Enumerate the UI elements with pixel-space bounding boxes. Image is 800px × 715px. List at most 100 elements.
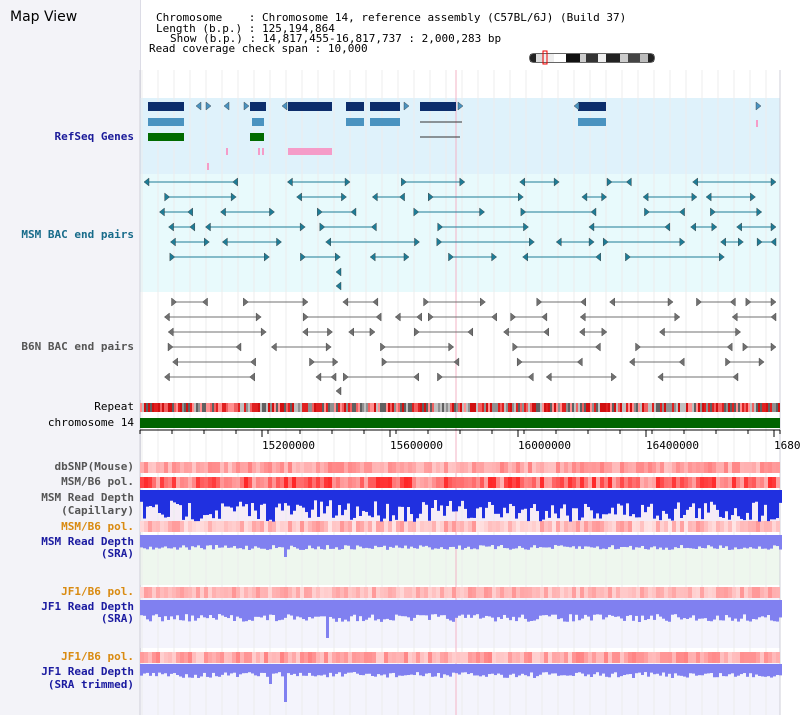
jf1-b6-pol-2-heat-cell	[520, 652, 524, 663]
track-label-msm-b6-pol[interactable]: MSM/B6 pol.	[61, 475, 134, 488]
chromosome-ideogram-icon[interactable]	[529, 50, 655, 65]
msm-depth-cap-bar	[140, 490, 143, 502]
msm-depth-cap-bar	[524, 490, 527, 509]
track-label-msm-b6-pol-2[interactable]: MSM/B6 pol.	[61, 520, 134, 533]
msm-b6-pol-2-heat-cell	[248, 521, 252, 532]
track-label-jf1-read-depth-trimmed[interactable]: JF1 Read Depth	[41, 665, 134, 678]
msm-depth-sra-bar	[356, 535, 359, 546]
track-label-refseq[interactable]: RefSeq Genes	[54, 130, 134, 143]
repeat-segment	[152, 403, 154, 412]
repeat-segment	[196, 403, 198, 412]
jf1-b6-pol-2-heat-cell	[380, 652, 384, 663]
msm-depth-cap-bar	[569, 490, 572, 522]
msm-bac-pair-end	[756, 237, 763, 247]
dbsnp-heat-cell	[476, 462, 480, 473]
msm-b6-pol-2-heat-cell	[144, 521, 148, 532]
jf1-b6-pol-heat-cell	[588, 587, 592, 598]
msm-bac-pair-end	[606, 177, 613, 187]
b6n-bac-pair-end	[255, 312, 262, 322]
dbsnp-heat-cell	[332, 462, 336, 473]
msm-depth-cap-bar	[587, 490, 590, 507]
dbsnp-heat-cell	[176, 462, 180, 473]
msm-b6-pol-2-heat-cell	[160, 521, 164, 532]
msm-b6-pol-heat-cell	[456, 477, 460, 488]
jf1-depth-bar	[683, 600, 686, 619]
msm-depth-sra-bar	[269, 535, 272, 550]
dbsnp-heat-cell	[512, 462, 516, 473]
jf1-b6-pol-2-heat-cell	[404, 652, 408, 663]
dbsnp-heat-cell	[608, 462, 612, 473]
msm-depth-cap-bar	[413, 490, 416, 522]
track-label-chromosome[interactable]: chromosome 14	[47, 416, 134, 429]
msm-b6-pol-2-heat-cell	[736, 521, 740, 532]
msm-b6-pol-heat-cell	[684, 477, 688, 488]
gene-strand-arrow	[223, 101, 230, 111]
msm-depth-cap-bar	[221, 490, 224, 504]
msm-b6-pol-2-heat-cell	[632, 521, 636, 532]
jf1-b6-pol-heat-cell	[288, 587, 292, 598]
jf1-b6-pol-2-heat-cell	[456, 652, 460, 663]
msm-depth-cap-bar	[560, 490, 563, 509]
repeat-segment	[704, 403, 706, 412]
msm-bac-pair-end	[555, 237, 562, 247]
track-label-jf1-read-depth[interactable]: JF1 Read Depth	[41, 600, 134, 613]
track-label-jf1-b6-pol-2[interactable]: JF1/B6 pol.	[61, 650, 134, 663]
msm-depth-cap-bar	[188, 490, 191, 504]
repeat-segment	[692, 403, 694, 412]
jf1-depth-trim-bar	[173, 664, 176, 674]
msm-bac-pair-end	[691, 192, 698, 202]
b6n-bac-pair-end	[250, 357, 256, 367]
msm-depth-sra-bar	[341, 535, 344, 550]
msm-depth-cap-bar	[206, 490, 209, 515]
jf1-depth-trim-bar	[524, 664, 527, 676]
gene-feature	[370, 118, 400, 126]
track-label-repeat[interactable]: Repeat	[94, 400, 134, 413]
jf1-depth-trim-bar	[281, 664, 284, 677]
b6n-bac-pair-end	[726, 342, 733, 352]
jf1-depth-bar	[398, 600, 401, 616]
repeat-segment	[320, 403, 322, 412]
msm-b6-pol-2-heat-cell	[672, 521, 676, 532]
jf1-b6-pol-heat-cell	[616, 587, 620, 598]
track-label-b6n-bac[interactable]: B6N BAC end pairs	[21, 340, 134, 353]
msm-depth-cap-bar	[194, 490, 197, 522]
jf1-depth-bar	[140, 600, 143, 616]
repeat-segment	[494, 403, 496, 412]
jf1-b6-pol-heat-cell	[204, 587, 208, 598]
msm-depth-cap-bar	[746, 490, 749, 513]
msm-bac-pair-end	[459, 177, 466, 187]
track-label-dbsnp[interactable]: dbSNP(Mouse)	[54, 460, 134, 473]
jf1-b6-pol-2-heat-cell	[348, 652, 352, 663]
msm-b6-pol-2-heat-cell	[684, 521, 688, 532]
jf1-depth-bar	[308, 600, 311, 618]
msm-b6-pol-heat-cell	[220, 477, 224, 488]
jf1-b6-pol-heat-cell	[572, 587, 576, 598]
track-label-msm-read-depth-sra[interactable]: MSM Read Depth	[41, 535, 134, 548]
chromosome-bar	[140, 418, 780, 428]
jf1-depth-bar	[158, 600, 161, 618]
msm-depth-cap-bar	[710, 490, 713, 502]
jf1-depth-bar	[221, 600, 224, 616]
jf1-depth-bar	[260, 600, 263, 618]
repeat-segment	[562, 403, 564, 412]
track-label-msm-bac[interactable]: MSM BAC end pairs	[21, 228, 134, 241]
jf1-depth-trim-bar	[386, 664, 389, 678]
repeat-segment	[468, 403, 470, 412]
msm-depth-sra-bar	[728, 535, 731, 550]
msm-b6-pol-2-heat-cell	[352, 521, 356, 532]
msm-b6-pol-heat-cell	[400, 477, 404, 488]
msm-depth-cap-bar	[767, 490, 770, 522]
track-label-msm-read-depth-capillary[interactable]: MSM Read Depth	[41, 491, 134, 504]
msm-b6-pol-heat-cell	[232, 477, 236, 488]
msm-b6-pol-heat-cell	[636, 477, 640, 488]
track-label-jf1-b6-pol[interactable]: JF1/B6 pol.	[61, 585, 134, 598]
msm-depth-cap-bar	[185, 490, 188, 517]
msm-depth-cap-bar	[764, 490, 767, 505]
jf1-b6-pol-heat-cell	[376, 587, 380, 598]
jf1-depth-bar	[410, 600, 413, 621]
repeat-segment	[142, 403, 144, 412]
axis-tick-label: 1680	[774, 439, 800, 452]
msm-depth-cap-bar	[269, 490, 272, 520]
dbsnp-heat-cell	[736, 462, 740, 473]
